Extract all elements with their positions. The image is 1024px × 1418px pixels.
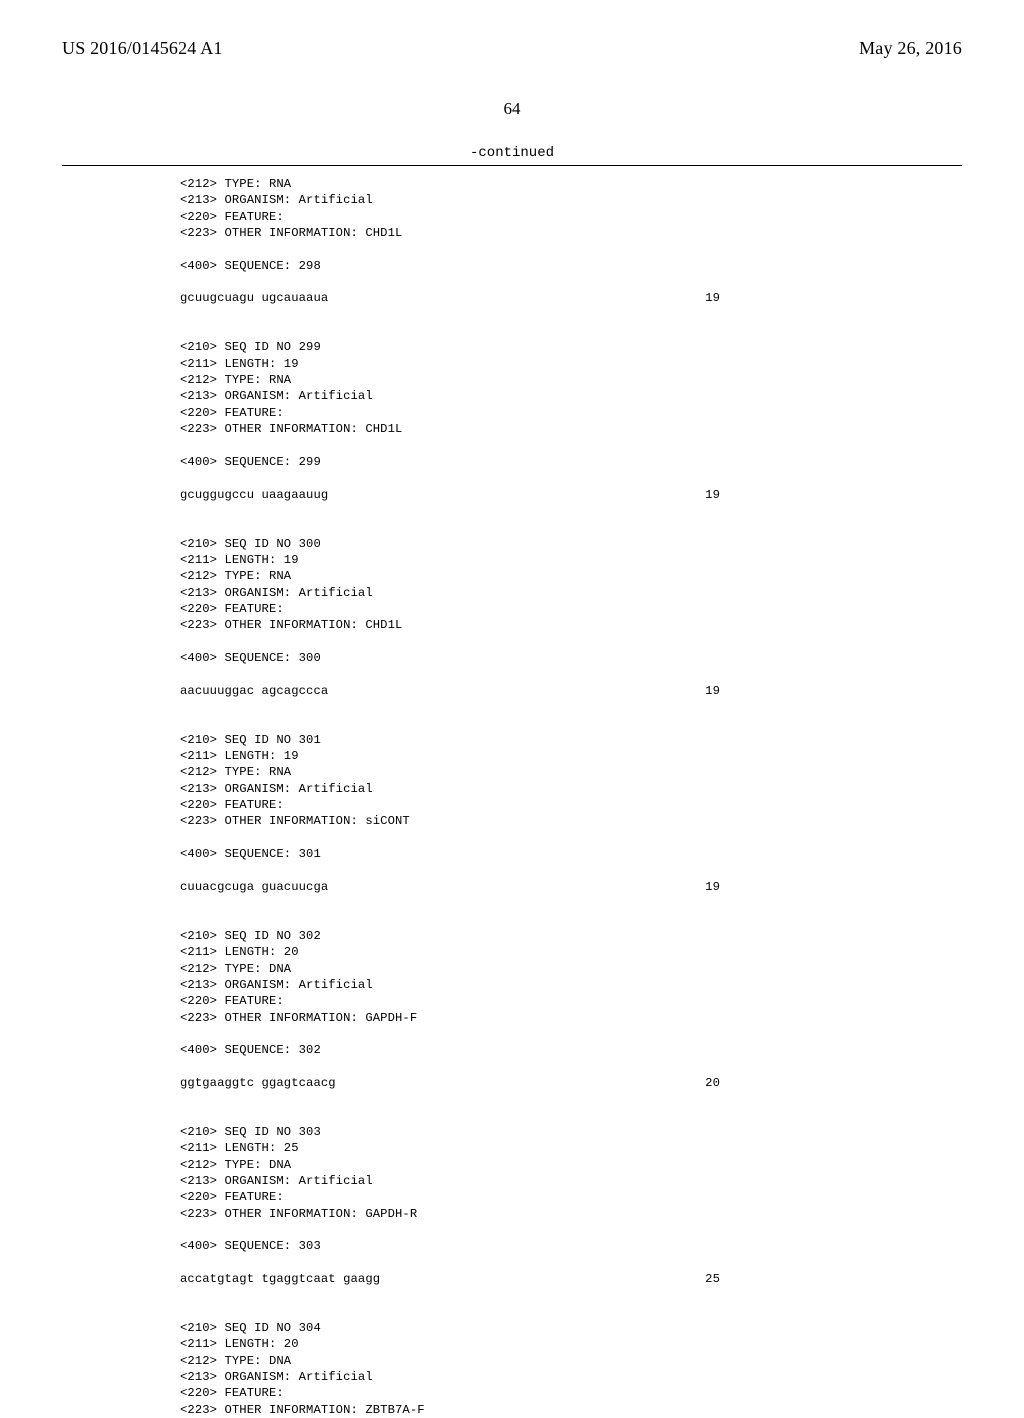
blank-line [180, 830, 962, 846]
blank-line [180, 323, 962, 339]
metadata-line: <220> FEATURE: [180, 1189, 962, 1205]
blank-line [180, 666, 962, 682]
blank-line [180, 1059, 962, 1075]
publication-date: May 26, 2016 [859, 38, 962, 59]
metadata-line: <212> TYPE: RNA [180, 372, 962, 388]
sequence-length: 20 [705, 1075, 720, 1091]
blank-line [180, 911, 962, 927]
sequence-text: cuuacgcuga guacuucga [180, 879, 328, 895]
metadata-line: <220> FEATURE: [180, 405, 962, 421]
blank-line [180, 1091, 962, 1107]
patent-page: US 2016/0145624 A1 May 26, 2016 64 -cont… [0, 0, 1024, 1320]
metadata-line: <213> ORGANISM: Artificial [180, 388, 962, 404]
blank-line [180, 1026, 962, 1042]
sequence-header-line: <400> SEQUENCE: 299 [180, 454, 962, 470]
metadata-line: <211> LENGTH: 25 [180, 1140, 962, 1156]
sequence-length: 19 [705, 879, 720, 895]
sequence-length: 19 [705, 290, 720, 306]
metadata-line: <211> LENGTH: 20 [180, 1336, 962, 1352]
blank-line [180, 519, 962, 535]
metadata-line: <210> SEQ ID NO 302 [180, 928, 962, 944]
blank-line [180, 1304, 962, 1320]
sequence-text: gcuugcuagu ugcauaaua [180, 290, 328, 306]
metadata-line: <220> FEATURE: [180, 601, 962, 617]
sequence-header-line: <400> SEQUENCE: 298 [180, 258, 962, 274]
blank-line [180, 1108, 962, 1124]
blank-line [180, 1287, 962, 1303]
metadata-line: <223> OTHER INFORMATION: siCONT [180, 813, 962, 829]
metadata-line: <223> OTHER INFORMATION: CHD1L [180, 617, 962, 633]
metadata-line: <220> FEATURE: [180, 209, 962, 225]
sequence-text: aacuuuggac agcagccca [180, 683, 328, 699]
sequence-text: gcuggugccu uaagaauug [180, 487, 328, 503]
metadata-line: <210> SEQ ID NO 303 [180, 1124, 962, 1140]
blank-line [180, 307, 962, 323]
blank-line [180, 241, 962, 257]
publication-number: US 2016/0145624 A1 [62, 38, 223, 59]
metadata-line: <211> LENGTH: 19 [180, 552, 962, 568]
metadata-line: <220> FEATURE: [180, 1385, 962, 1401]
metadata-line: <213> ORGANISM: Artificial [180, 1369, 962, 1385]
blank-line [180, 699, 962, 715]
sequence-row: aacuuuggac agcagccca 19 [180, 683, 720, 699]
sequence-length: 25 [705, 1271, 720, 1287]
metadata-line: <220> FEATURE: [180, 797, 962, 813]
metadata-line: <213> ORGANISM: Artificial [180, 781, 962, 797]
metadata-line: <212> TYPE: DNA [180, 961, 962, 977]
metadata-line: <211> LENGTH: 20 [180, 944, 962, 960]
metadata-line: <210> SEQ ID NO 304 [180, 1320, 962, 1336]
sequence-header-line: <400> SEQUENCE: 303 [180, 1238, 962, 1254]
blank-line [180, 1222, 962, 1238]
sequence-header-line: <400> SEQUENCE: 301 [180, 846, 962, 862]
sequence-row: gcuggugccu uaagaauug 19 [180, 487, 720, 503]
sequence-row: ggtgaaggtc ggagtcaacg 20 [180, 1075, 720, 1091]
sequence-text: accatgtagt tgaggtcaat gaagg [180, 1271, 380, 1287]
sequence-header-line: <400> SEQUENCE: 302 [180, 1042, 962, 1058]
sequence-length: 19 [705, 487, 720, 503]
metadata-line: <212> TYPE: RNA [180, 568, 962, 584]
sequence-row: accatgtagt tgaggtcaat gaagg 25 [180, 1271, 720, 1287]
metadata-line: <212> TYPE: DNA [180, 1353, 962, 1369]
metadata-line: <213> ORGANISM: Artificial [180, 1173, 962, 1189]
blank-line [180, 862, 962, 878]
metadata-line: <212> TYPE: RNA [180, 764, 962, 780]
metadata-line: <223> OTHER INFORMATION: CHD1L [180, 421, 962, 437]
blank-line [180, 274, 962, 290]
metadata-line: <223> OTHER INFORMATION: GAPDH-R [180, 1206, 962, 1222]
metadata-line: <210> SEQ ID NO 301 [180, 732, 962, 748]
metadata-line: <223> OTHER INFORMATION: CHD1L [180, 225, 962, 241]
metadata-line: <212> TYPE: RNA [180, 176, 962, 192]
metadata-line: <213> ORGANISM: Artificial [180, 192, 962, 208]
metadata-line: <213> ORGANISM: Artificial [180, 977, 962, 993]
blank-line [180, 1255, 962, 1271]
page-number: 64 [62, 99, 962, 119]
page-header: US 2016/0145624 A1 May 26, 2016 [62, 38, 962, 59]
metadata-line: <223> OTHER INFORMATION: ZBTB7A-F [180, 1402, 962, 1418]
sequence-text: ggtgaaggtc ggagtcaacg [180, 1075, 336, 1091]
metadata-line: <211> LENGTH: 19 [180, 356, 962, 372]
sequence-header-line: <400> SEQUENCE: 300 [180, 650, 962, 666]
blank-line [180, 895, 962, 911]
metadata-line: <213> ORGANISM: Artificial [180, 585, 962, 601]
metadata-line: <220> FEATURE: [180, 993, 962, 1009]
continued-label: -continued [62, 145, 962, 161]
blank-line [180, 715, 962, 731]
metadata-line: <223> OTHER INFORMATION: GAPDH-F [180, 1010, 962, 1026]
blank-line [180, 438, 962, 454]
sequence-row: gcuugcuagu ugcauaaua 19 [180, 290, 720, 306]
sequence-row: cuuacgcuga guacuucga 19 [180, 879, 720, 895]
blank-line [180, 634, 962, 650]
metadata-line: <210> SEQ ID NO 300 [180, 536, 962, 552]
blank-line [180, 503, 962, 519]
metadata-line: <211> LENGTH: 19 [180, 748, 962, 764]
sequence-listing: <212> TYPE: RNA<213> ORGANISM: Artificia… [180, 176, 962, 1418]
blank-line [180, 470, 962, 486]
metadata-line: <210> SEQ ID NO 299 [180, 339, 962, 355]
sequence-length: 19 [705, 683, 720, 699]
horizontal-rule [62, 165, 962, 166]
metadata-line: <212> TYPE: DNA [180, 1157, 962, 1173]
